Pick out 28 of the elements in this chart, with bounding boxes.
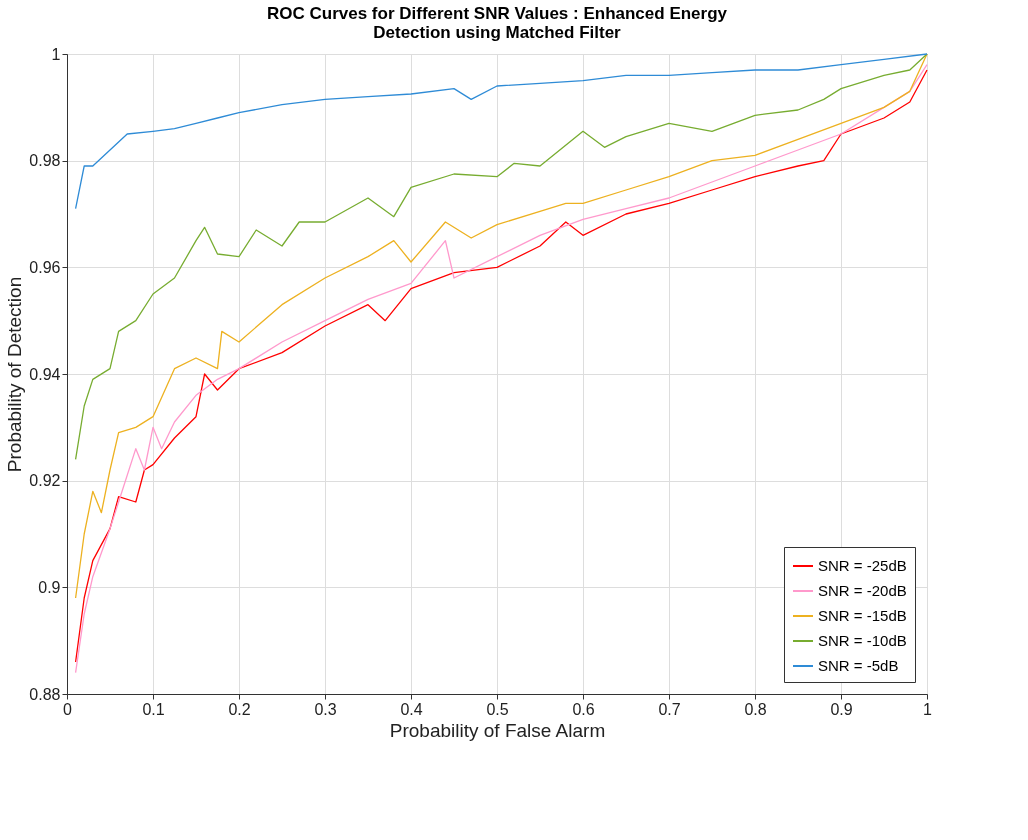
x-tick-label: 0.4 <box>400 700 423 718</box>
y-axis-title: Probability of Detection <box>4 276 26 473</box>
y-tick-label: 0.98 <box>29 152 61 170</box>
y-tick-label: 0.96 <box>29 258 61 276</box>
legend-label: SNR = -25dB <box>818 557 907 574</box>
x-tick-label: 1 <box>923 700 933 718</box>
x-tick-label: 0.6 <box>572 700 595 718</box>
legend-label: SNR = -10dB <box>818 632 907 649</box>
line-series <box>74 53 928 210</box>
x-tick-label: 0.8 <box>744 700 767 718</box>
legend-label: SNR = -5dB <box>818 657 899 674</box>
x-tick-label: 0.7 <box>658 700 681 718</box>
chart-title: ROC Curves for Different SNR Values : Enhanced Energy Detection using Matched Filter <box>266 4 728 42</box>
x-tick-label: 0 <box>63 700 73 718</box>
line-series <box>74 53 928 460</box>
x-tick-label: 0.9 <box>830 700 853 718</box>
x-tick-label: 0.5 <box>486 700 509 718</box>
y-tick-label: 0.92 <box>29 472 61 490</box>
legend-label: SNR = -15dB <box>818 607 907 624</box>
y-tick-label: 1 <box>51 45 61 63</box>
y-tick-label: 0.88 <box>29 685 61 703</box>
y-tick-label: 0.94 <box>29 365 61 383</box>
legend-label: SNR = -20dB <box>818 582 907 599</box>
x-axis-title: Probability of False Alarm <box>389 719 606 741</box>
y-tick-label: 0.9 <box>38 578 61 596</box>
x-tick-label: 0.3 <box>314 700 337 718</box>
x-tick-label: 0.2 <box>228 700 251 718</box>
x-tick-label: 0.1 <box>142 700 165 718</box>
